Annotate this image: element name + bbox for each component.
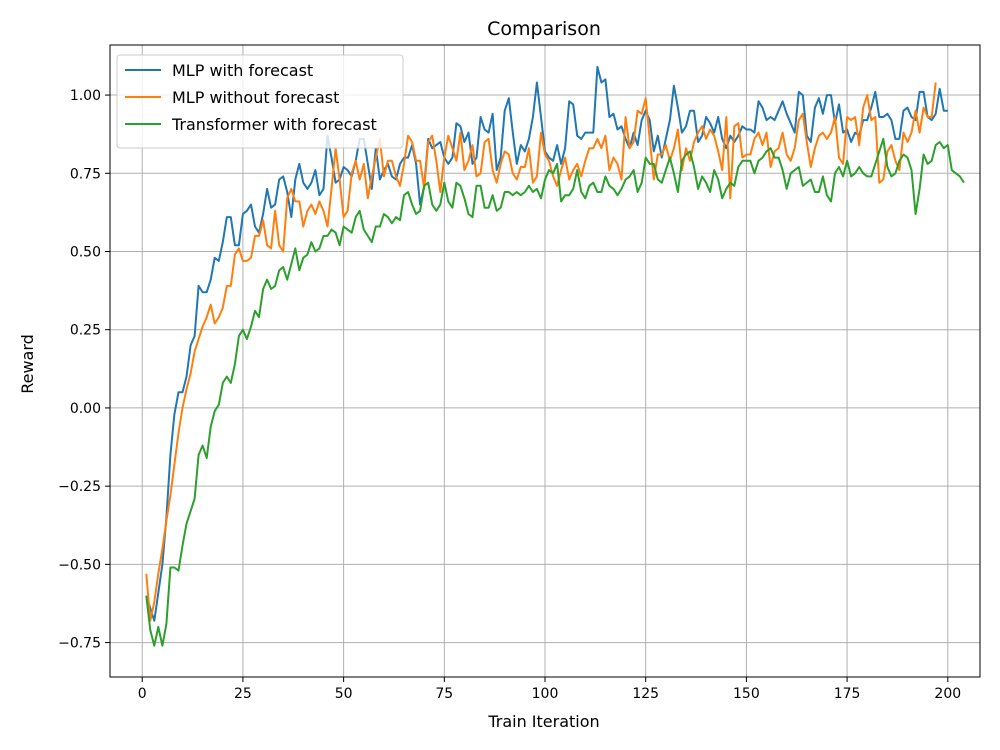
y-tick-label: −0.75 (58, 636, 101, 652)
x-tick-label: 0 (138, 686, 147, 702)
y-axis-ticks: −0.75 −0.50 −0.25 0.00 0.25 0.50 0.75 1.00 (58, 88, 110, 652)
y-axis-label: Reward (18, 334, 37, 394)
x-tick-label: 175 (834, 686, 861, 702)
x-tick-label: 50 (335, 686, 353, 702)
x-axis-ticks: 0 25 50 75 100 125 150 175 200 (138, 677, 961, 702)
y-tick-label: 0.50 (70, 244, 101, 260)
x-tick-label: 25 (234, 686, 252, 702)
x-tick-label: 150 (733, 686, 760, 702)
legend-label: MLP without forecast (172, 88, 339, 107)
y-tick-label: 0.00 (70, 401, 101, 417)
x-tick-label: 200 (934, 686, 961, 702)
x-tick-label: 100 (532, 686, 559, 702)
legend-label: MLP with forecast (172, 61, 313, 80)
x-tick-label: 75 (435, 686, 453, 702)
legend-box (116, 54, 404, 149)
series-line-1 (145, 65, 948, 622)
series-line-2 (145, 82, 937, 622)
series-lines (145, 65, 965, 647)
x-axis-label: Train Iteration (487, 712, 599, 731)
legend: MLP with forecast MLP without forecast Tra… (116, 54, 404, 149)
chart-title: Comparison (487, 18, 601, 40)
y-tick-label: 0.75 (70, 166, 101, 182)
series-line-3 (145, 137, 965, 647)
x-tick-label: 125 (632, 686, 659, 702)
y-tick-label: 1.00 (70, 88, 101, 104)
y-tick-label: −0.50 (58, 557, 101, 573)
legend-label: Transformer with forecast (171, 115, 377, 134)
y-tick-label: −0.25 (58, 479, 101, 495)
y-tick-label: 0.25 (70, 323, 101, 339)
